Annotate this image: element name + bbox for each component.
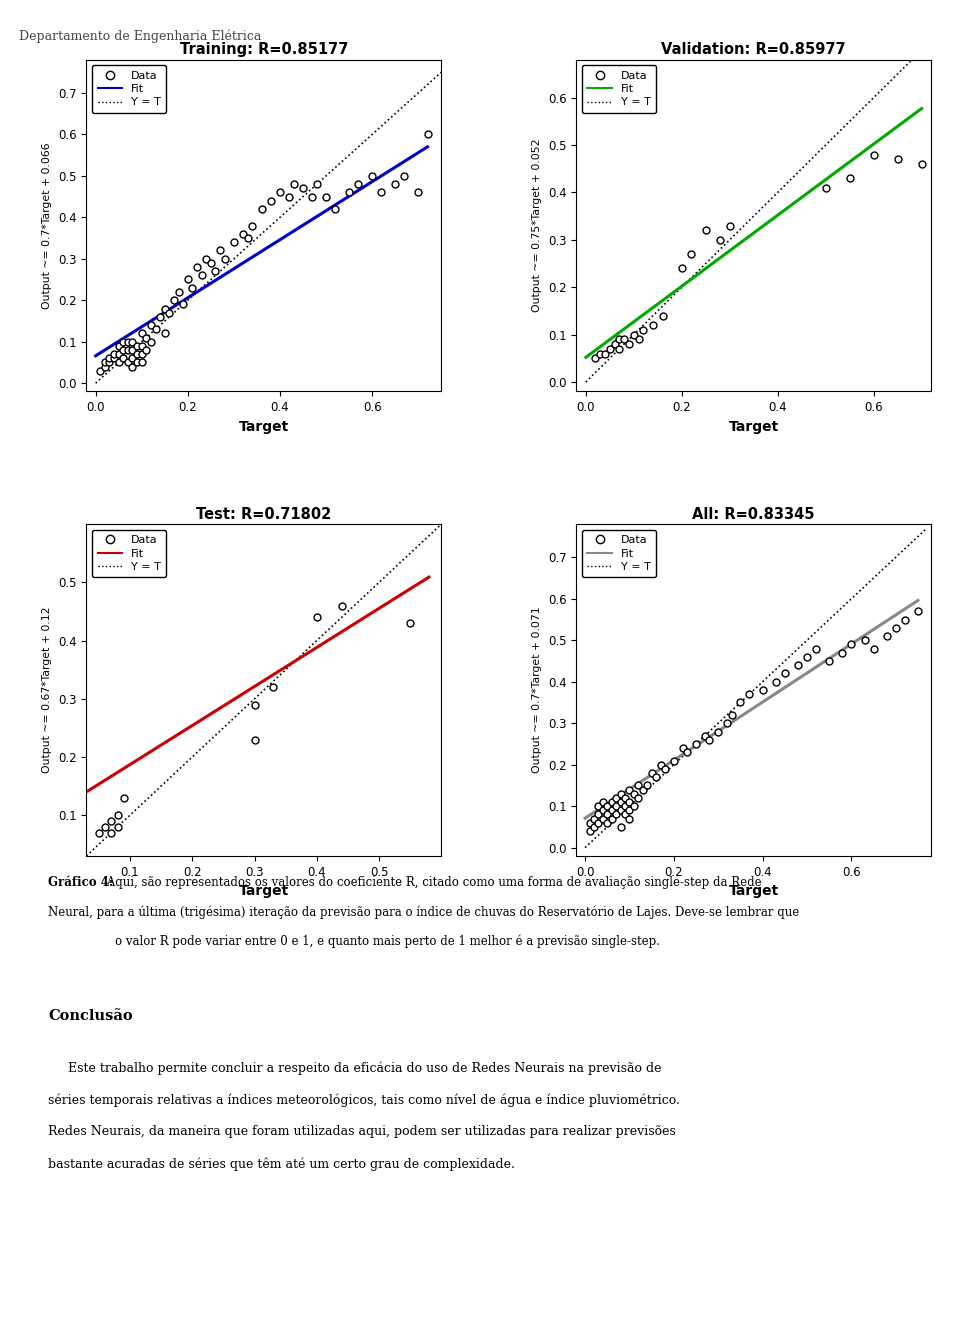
Data [93,824,105,840]
Text: Departamento de Engenharia Elétrica: Departamento de Engenharia Elétrica [19,29,261,42]
Data [844,170,855,186]
Data [820,179,831,195]
Data [311,176,323,192]
Data [599,345,611,361]
Title: Training: R=0.85177: Training: R=0.85177 [180,42,348,57]
Data [756,682,768,698]
X-axis label: Target: Target [729,884,779,898]
Data [178,296,189,312]
Y-axis label: Output ~= 0.7*Target + 0.071: Output ~= 0.7*Target + 0.071 [533,606,542,774]
Legend: Data, Fit, Y = T: Data, Fit, Y = T [92,65,166,113]
Data [637,322,649,338]
Data [892,151,903,167]
Data [611,807,622,823]
Text: Aqui, são representados os valores do coeficiente R, citado como uma forma de av: Aqui, são representados os valores do co… [103,876,761,889]
Y-axis label: Output ~= 0.7*Target + 0.066: Output ~= 0.7*Target + 0.066 [42,142,53,309]
Data [589,350,601,366]
Line: Data: Data [95,602,414,836]
Data [584,823,595,839]
Data [714,232,726,248]
Data [859,633,871,649]
Text: bastante acuradas de séries que têm até um certo grau de complexidade.: bastante acuradas de séries que têm até … [48,1157,515,1170]
Data [106,813,117,829]
Data [106,824,117,840]
Data [613,332,625,348]
Data [623,336,635,352]
Data [249,697,260,713]
Data [268,679,279,695]
Data [249,731,260,747]
Data [685,245,697,261]
Data [127,342,138,358]
Data [602,815,613,831]
Data [594,345,606,361]
Data [336,597,348,613]
Data [111,807,123,823]
Data [614,803,626,819]
Data [94,362,106,378]
Data [111,819,123,835]
Data [118,790,130,805]
Line: Data: Data [592,151,925,362]
Data [618,332,630,348]
Data [404,616,416,632]
Data [676,260,687,276]
Title: All: R=0.83345: All: R=0.83345 [692,507,815,522]
Text: séries temporais relativas a índices meteorológicos, tais como nível de água e í: séries temporais relativas a índices met… [48,1093,680,1107]
Title: Validation: R=0.85977: Validation: R=0.85977 [661,42,846,57]
Text: o valor R pode variar entre 0 e 1, e quanto mais perto de 1 melhor é a previsão : o valor R pode variar entre 0 e 1, e qua… [115,934,660,947]
Data [604,341,615,357]
Data [99,819,110,835]
Data [132,346,143,362]
Data [311,609,323,625]
Line: Data: Data [97,131,431,374]
Text: Redes Neurais, da maneira que foram utilizadas aqui, podem ser utilizadas para r: Redes Neurais, da maneira que foram util… [48,1125,676,1139]
Text: Conclusão: Conclusão [48,1009,132,1023]
Text: Gráfico 4:: Gráfico 4: [48,876,113,889]
Legend: Data, Fit, Y = T: Data, Fit, Y = T [92,529,166,577]
Line: Data: Data [587,608,922,835]
Y-axis label: Output ~= 0.67*Target + 0.12: Output ~= 0.67*Target + 0.12 [42,606,53,774]
Title: Test: R=0.71802: Test: R=0.71802 [196,507,331,522]
X-axis label: Target: Target [239,884,289,898]
Data [628,326,639,342]
Y-axis label: Output ~= 0.75*Target + 0.052: Output ~= 0.75*Target + 0.052 [533,139,542,312]
Legend: Data, Fit, Y = T: Data, Fit, Y = T [582,65,656,113]
Legend: Data, Fit, Y = T: Data, Fit, Y = T [582,529,656,577]
Data [306,188,318,204]
Data [700,223,711,239]
Data [613,341,625,357]
Data [868,146,879,162]
Text: Neural, para a última (trigésima) iteração da previsão para o índice de chuvas d: Neural, para a última (trigésima) iteraç… [48,905,800,918]
Data [633,332,644,348]
Data [609,336,620,352]
Data [912,604,924,620]
Data [657,308,668,324]
Data [724,218,735,234]
Data [127,358,138,374]
Data [624,794,636,809]
Text: Este trabalho permite concluir a respeito da eficácia do uso de Redes Neurais na: Este trabalho permite concluir a respeit… [48,1062,661,1075]
X-axis label: Target: Target [729,419,779,434]
X-axis label: Target: Target [239,419,289,434]
Data [647,317,659,333]
Data [916,157,927,173]
Data [421,126,433,142]
